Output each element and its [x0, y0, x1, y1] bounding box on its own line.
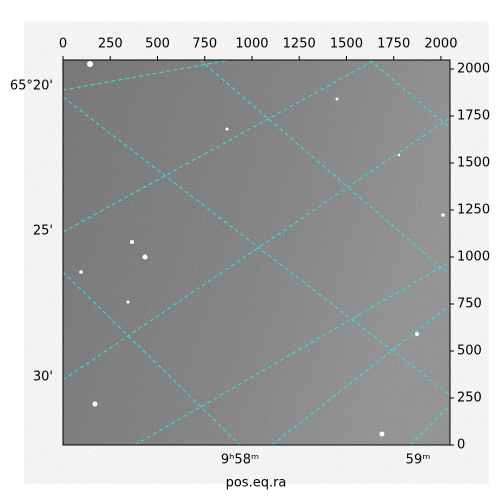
x-axis-label: pos.eq.ra	[226, 476, 287, 491]
x-tick-label: 2000	[424, 37, 457, 52]
image-noise	[63, 60, 450, 445]
y-tick-label: 1250	[457, 203, 490, 218]
ra-label: 9ʰ58ᵐ	[221, 453, 259, 468]
x-tick-label: 1500	[330, 37, 363, 52]
x-tick-label: 0	[59, 37, 67, 52]
dec-label: 65°20'	[10, 79, 53, 94]
x-tick-label: 1250	[283, 37, 316, 52]
x-tick-label: 1000	[235, 37, 268, 52]
y-tick-label: 2000	[457, 62, 490, 77]
stars	[79, 61, 445, 437]
y-tick-label: 1750	[457, 109, 490, 124]
world-grid	[63, 60, 450, 445]
x-tick-label: 250	[98, 37, 123, 52]
x-tick-label: 1750	[377, 37, 410, 52]
x-tick-label: 500	[145, 37, 170, 52]
x-tick-label: 750	[192, 37, 217, 52]
y-tick-label: 1000	[457, 250, 490, 265]
dec-label: 30'	[33, 370, 53, 385]
y-tick-label: 750	[457, 297, 482, 312]
y-tick-label: 1500	[457, 156, 490, 171]
dec-label: 25'	[33, 224, 53, 239]
ra-label: 59ᵐ	[406, 453, 431, 468]
y-tick-label: 500	[457, 344, 482, 359]
y-tick-label: 250	[457, 391, 482, 406]
y-tick-label: 0	[457, 438, 465, 453]
axes-frame	[62, 59, 451, 446]
